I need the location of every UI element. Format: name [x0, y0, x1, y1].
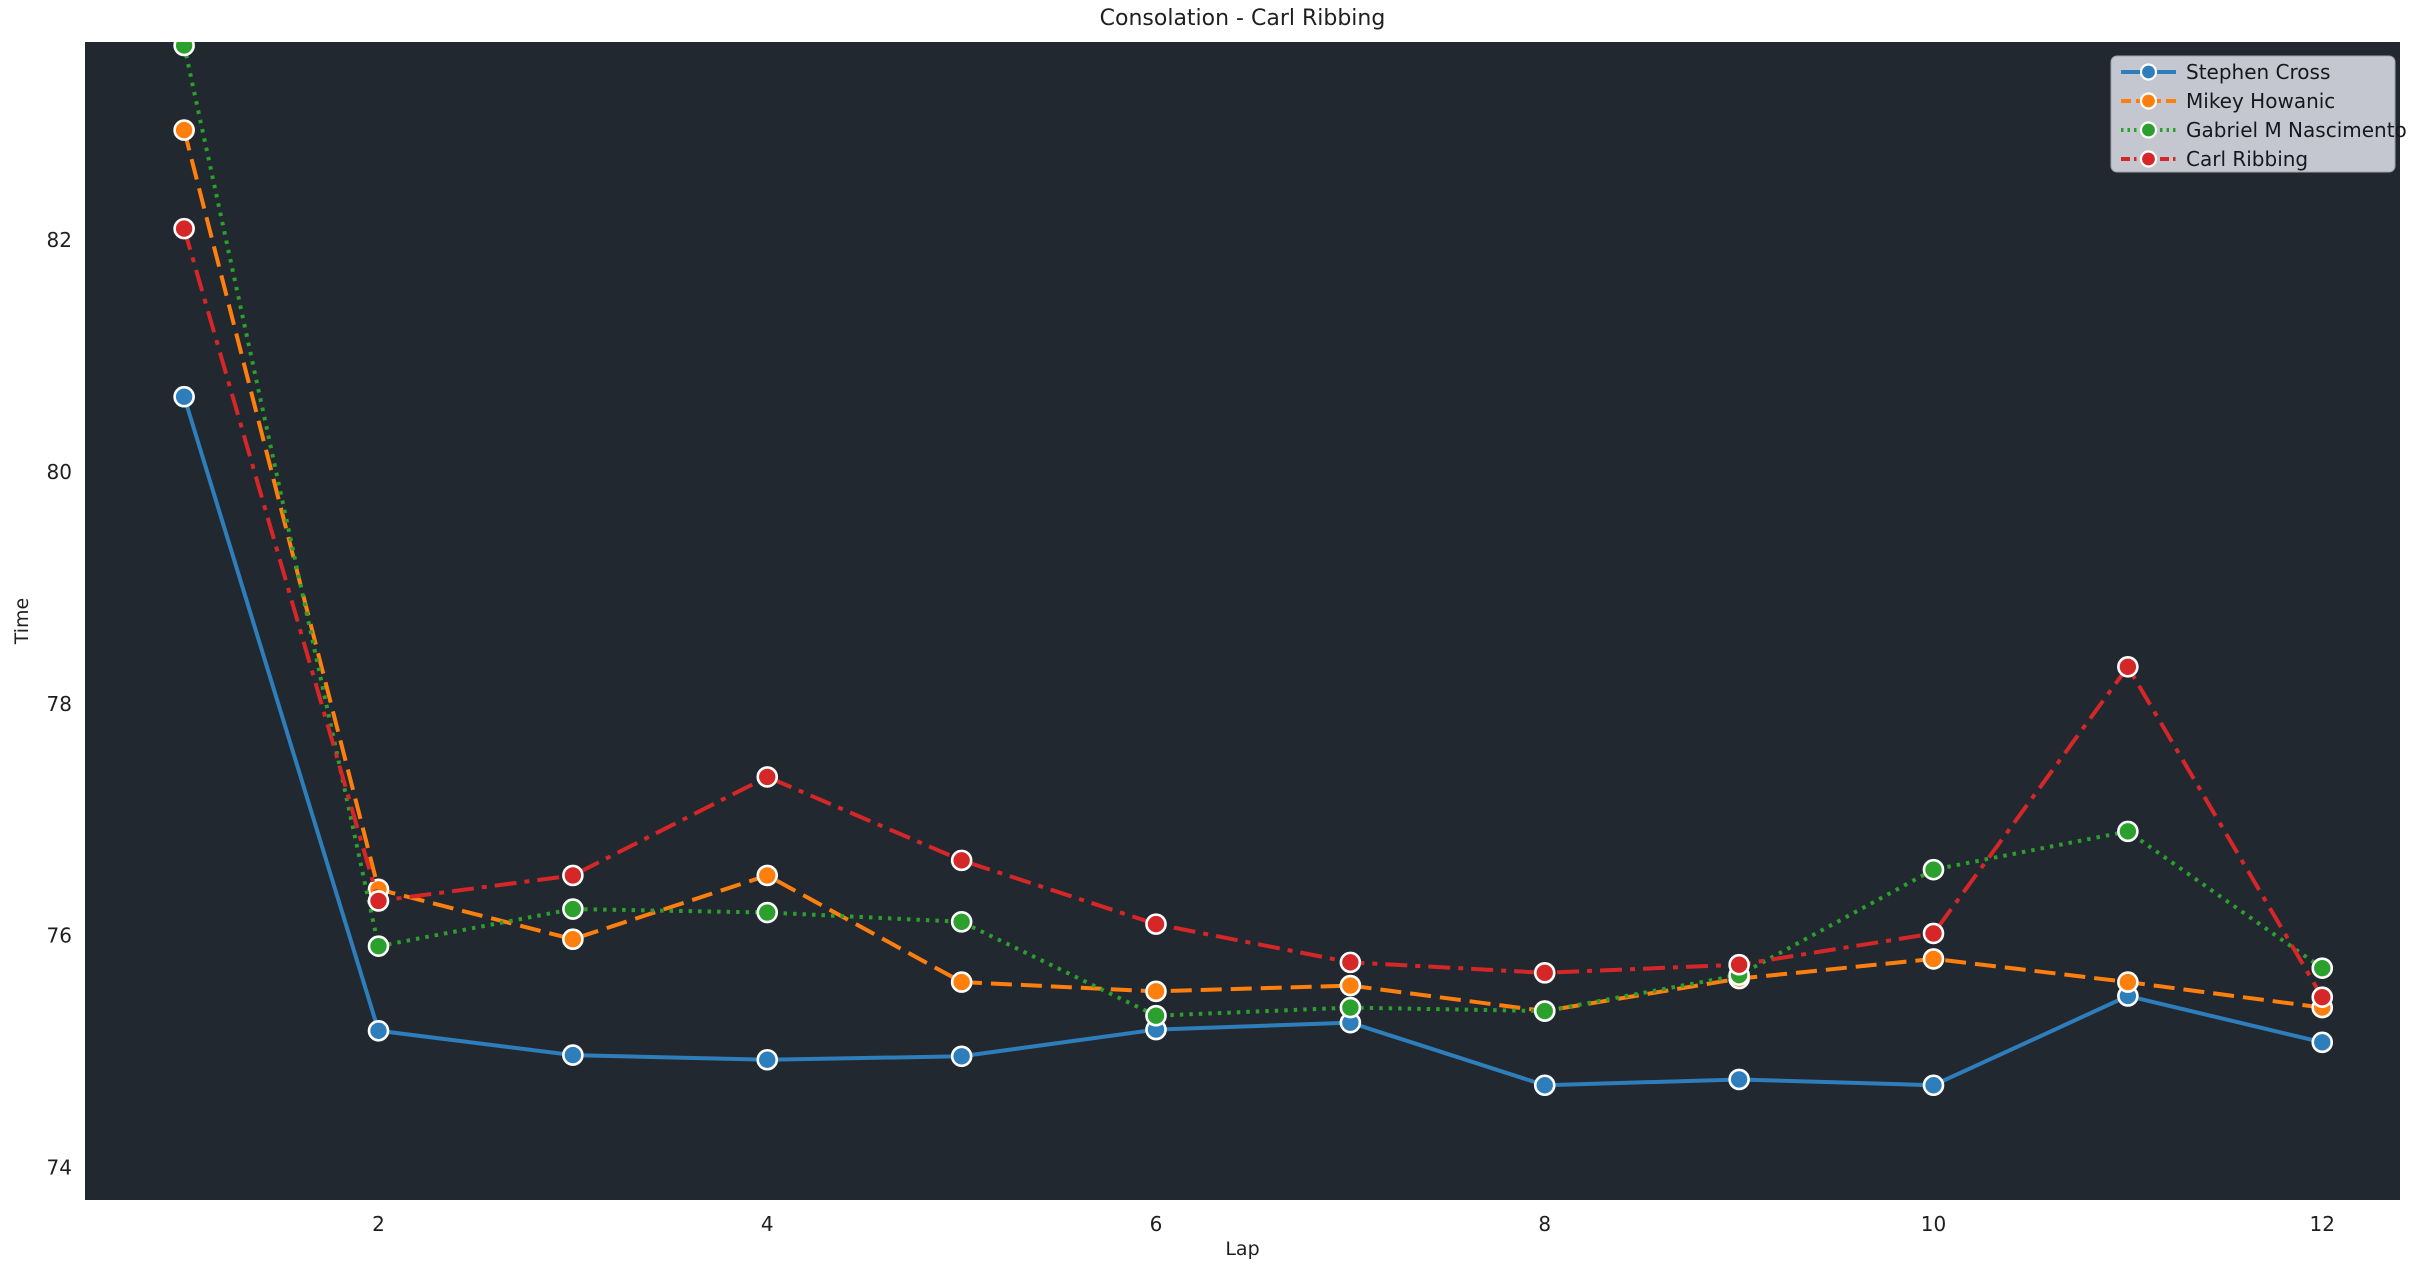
- y-tick-label: 76: [47, 924, 72, 948]
- data-point: [2117, 971, 2139, 993]
- data-point: [2311, 957, 2334, 979]
- legend: Stephen Cross Mikey Howanic Gabriel M Nasc…: [2110, 55, 2407, 173]
- data-point: [756, 864, 779, 887]
- data-point: [1533, 1074, 1556, 1097]
- series-line-mikey-howanic: [182, 129, 2323, 1014]
- series-gabriel-m-nascimento: [173, 42, 2334, 1027]
- y-tick-label: 80: [47, 460, 72, 484]
- data-point: [562, 1044, 584, 1066]
- data-point: [562, 928, 584, 950]
- series-line-carl-ribbing: [182, 228, 2324, 999]
- data-point: [1922, 1074, 1945, 1097]
- data-point: [1922, 922, 1945, 945]
- data-point: [2117, 820, 2139, 843]
- y-tick-label: 78: [47, 692, 72, 716]
- legend-item-gabriel-m-nascimento: Gabriel M Nascimento: [2121, 118, 2407, 142]
- data-point: [173, 42, 195, 57]
- data-point: [756, 766, 779, 788]
- series-layer: [173, 42, 2334, 1097]
- legend-label: Stephen Cross: [2186, 60, 2330, 84]
- legend-marker: [2139, 150, 2158, 168]
- legend-label: Mikey Howanic: [2186, 89, 2335, 113]
- data-point: [950, 911, 973, 933]
- data-point: [562, 898, 584, 920]
- data-point: [173, 385, 195, 408]
- data-point: [950, 849, 973, 872]
- x-axis-label: Lap: [1225, 1238, 1260, 1260]
- data-point: [1339, 951, 1362, 974]
- data-point: [1533, 962, 1556, 984]
- data-point: [950, 971, 973, 993]
- data-point: [2311, 986, 2334, 1008]
- data-point: [367, 935, 390, 957]
- legend-item-mikey-howanic: Mikey Howanic: [2121, 89, 2335, 113]
- x-tick-label: 12: [2310, 1212, 2335, 1236]
- data-point: [1533, 1000, 1556, 1022]
- data-point: [562, 864, 584, 887]
- data-point: [1145, 980, 1167, 1003]
- legend-box: [2110, 55, 2396, 173]
- data-point: [2311, 1031, 2334, 1054]
- data-point: [950, 1045, 973, 1068]
- legend-marker: [2139, 63, 2158, 81]
- x-tick-label: 8: [1538, 1212, 1551, 1236]
- series-line-gabriel-m-nascimento: [182, 45, 2324, 1018]
- legend-marker: [2139, 92, 2158, 110]
- data-point: [1728, 953, 1750, 976]
- x-tick-label: 2: [372, 1212, 385, 1236]
- legend-item-stephen-cross: Stephen Cross: [2121, 60, 2330, 84]
- data-point: [1339, 974, 1362, 997]
- data-point: [1145, 1004, 1167, 1027]
- x-tick-label: 6: [1150, 1212, 1163, 1236]
- data-point: [1145, 913, 1167, 935]
- series-line-stephen-cross: [182, 396, 2323, 1088]
- series-carl-ribbing: [173, 217, 2334, 1008]
- x-tick-label: 4: [761, 1212, 774, 1236]
- data-point: [1339, 996, 1362, 1019]
- data-point: [2117, 655, 2139, 678]
- y-tick-label: 82: [47, 228, 72, 252]
- data-point: [756, 1048, 779, 1071]
- chart-title: Consolation - Carl Ribbing: [1099, 6, 1386, 31]
- data-point: [173, 217, 195, 240]
- plot-area: [85, 42, 2400, 1200]
- legend-label: Carl Ribbing: [2186, 147, 2308, 171]
- legend-item-carl-ribbing: Carl Ribbing: [2121, 147, 2308, 171]
- data-point: [367, 890, 390, 912]
- x-tick-label: 10: [1921, 1212, 1946, 1236]
- data-point: [1922, 858, 1945, 881]
- data-point: [367, 1019, 390, 1042]
- legend-marker: [2139, 121, 2158, 139]
- legend-label: Gabriel M Nascimento: [2186, 118, 2407, 142]
- data-point: [1728, 1068, 1750, 1091]
- data-point: [173, 119, 195, 141]
- data-point: [1922, 948, 1945, 970]
- y-tick-label: 74: [47, 1156, 72, 1180]
- data-point: [756, 901, 779, 924]
